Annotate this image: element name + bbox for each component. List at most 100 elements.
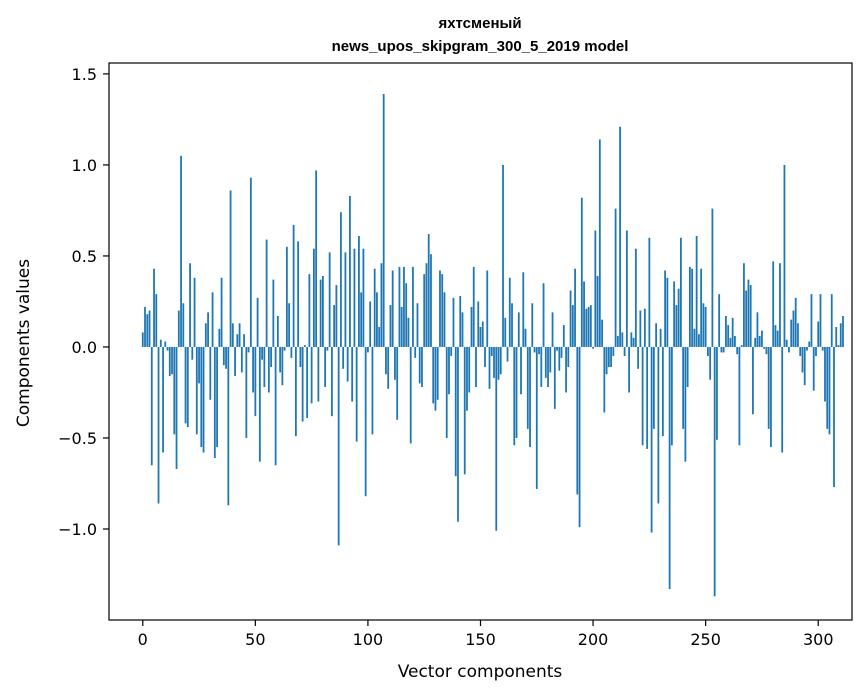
bar-39 bbox=[229, 190, 232, 347]
bar-266 bbox=[740, 345, 743, 347]
bar-72 bbox=[303, 345, 306, 347]
bar-3 bbox=[148, 310, 151, 347]
bar-209 bbox=[612, 346, 615, 357]
bar-165 bbox=[513, 346, 516, 446]
bar-106 bbox=[380, 263, 383, 347]
bar-212 bbox=[619, 126, 621, 347]
bar-92 bbox=[349, 195, 351, 347]
bar-81 bbox=[324, 346, 327, 388]
bar-115 bbox=[400, 306, 403, 347]
bar-141 bbox=[459, 295, 462, 347]
bar-160 bbox=[502, 164, 504, 347]
bar-173 bbox=[531, 303, 534, 347]
bar-235 bbox=[670, 346, 673, 446]
bar-123 bbox=[418, 346, 421, 384]
bar-250 bbox=[704, 306, 707, 347]
bar-71 bbox=[301, 346, 304, 422]
bar-86 bbox=[335, 285, 338, 347]
bar-136 bbox=[448, 346, 450, 395]
bar-89 bbox=[342, 346, 345, 369]
bar-19 bbox=[184, 346, 187, 424]
bar-45 bbox=[243, 334, 245, 347]
x-tick-label: 50 bbox=[245, 630, 265, 649]
bar-278 bbox=[767, 346, 770, 429]
bar-243 bbox=[688, 266, 691, 347]
bar-129 bbox=[432, 346, 435, 404]
bar-130 bbox=[434, 346, 437, 411]
bar-95 bbox=[355, 346, 358, 442]
bar-263 bbox=[734, 336, 736, 347]
bar-201 bbox=[594, 230, 597, 347]
bar-252 bbox=[709, 346, 712, 380]
bar-258 bbox=[722, 346, 725, 353]
bar-13 bbox=[171, 346, 173, 375]
bar-161 bbox=[504, 317, 507, 347]
bar-40 bbox=[231, 323, 234, 347]
bar-265 bbox=[738, 346, 741, 446]
bar-122 bbox=[416, 303, 419, 347]
bar-117 bbox=[405, 283, 408, 347]
bar-301 bbox=[819, 294, 822, 347]
bar-168 bbox=[520, 346, 522, 395]
bar-183 bbox=[553, 346, 556, 409]
bar-150 bbox=[479, 326, 482, 347]
bar-307 bbox=[833, 346, 835, 488]
bar-10 bbox=[164, 341, 167, 347]
bar-274 bbox=[758, 336, 761, 347]
y-tick-label: 0.0 bbox=[72, 338, 97, 357]
bar-198 bbox=[587, 306, 590, 347]
bar-262 bbox=[731, 317, 734, 347]
bar-36 bbox=[222, 346, 225, 366]
bar-41 bbox=[234, 346, 236, 377]
bar-311 bbox=[842, 316, 844, 347]
bar-293 bbox=[801, 346, 804, 373]
bar-46 bbox=[245, 346, 248, 438]
bar-167 bbox=[517, 312, 520, 347]
bar-294 bbox=[803, 346, 806, 386]
x-axis-label: Vector components bbox=[398, 662, 563, 682]
bar-256 bbox=[718, 294, 721, 347]
bar-98 bbox=[362, 248, 365, 347]
bar-187 bbox=[562, 325, 565, 347]
bar-113 bbox=[396, 346, 399, 420]
bar-283 bbox=[779, 263, 781, 347]
bar-210 bbox=[614, 208, 617, 347]
bar-260 bbox=[727, 325, 730, 347]
x-tick-label: 100 bbox=[353, 630, 384, 649]
bar-245 bbox=[693, 328, 696, 347]
bar-56 bbox=[267, 346, 270, 393]
bar-267 bbox=[743, 263, 745, 347]
bar-182 bbox=[551, 312, 554, 347]
bar-69 bbox=[297, 241, 300, 347]
bar-251 bbox=[707, 346, 709, 357]
bar-247 bbox=[698, 334, 700, 347]
bar-125 bbox=[423, 274, 426, 347]
bar-74 bbox=[308, 274, 311, 347]
bar-272 bbox=[754, 337, 757, 347]
bar-284 bbox=[781, 346, 784, 453]
bar-271 bbox=[752, 346, 754, 415]
bar-298 bbox=[812, 346, 815, 391]
bar-254 bbox=[713, 346, 716, 597]
y-tick-label: −0.5 bbox=[58, 429, 97, 448]
bar-230 bbox=[659, 328, 662, 347]
x-tick-label: 150 bbox=[465, 630, 496, 649]
bar-65 bbox=[288, 303, 291, 347]
bar-76 bbox=[312, 248, 315, 347]
bar-105 bbox=[378, 326, 381, 347]
bar-234 bbox=[668, 346, 671, 590]
bar-26 bbox=[200, 346, 203, 448]
bar-30 bbox=[209, 346, 212, 400]
bar-174 bbox=[533, 346, 536, 353]
bar-306 bbox=[830, 294, 833, 347]
bar-62 bbox=[281, 346, 284, 386]
bar-128 bbox=[430, 254, 432, 347]
bar-44 bbox=[240, 346, 243, 373]
bar-180 bbox=[547, 346, 549, 388]
y-tick-label: 1.5 bbox=[72, 65, 97, 84]
bar-193 bbox=[576, 346, 579, 495]
bar-270 bbox=[749, 285, 752, 347]
bar-148 bbox=[475, 346, 477, 388]
bar-29 bbox=[207, 312, 209, 347]
bar-32 bbox=[213, 346, 216, 458]
